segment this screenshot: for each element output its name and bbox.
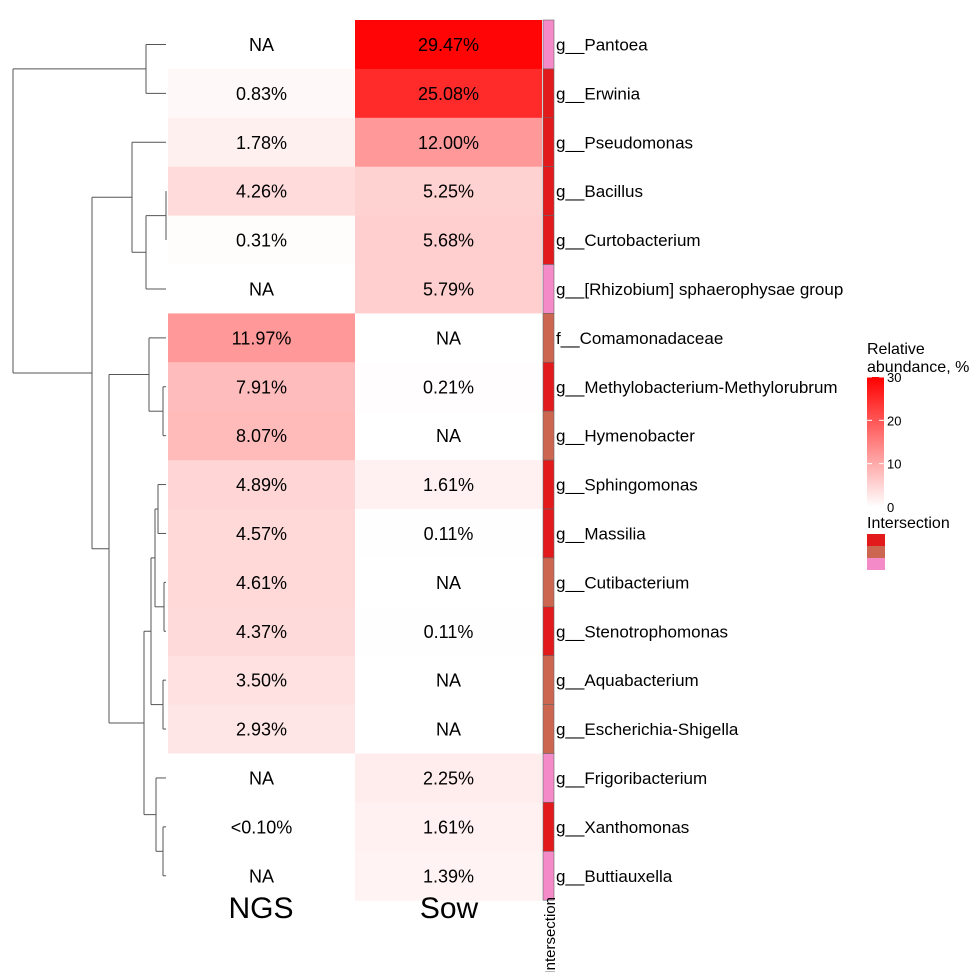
cell-label-ngs: NA	[249, 768, 274, 788]
cell-label-ngs: 1.78%	[236, 133, 287, 153]
row-label: g__Stenotrophomonas	[556, 622, 728, 641]
cell-label-ngs: NA	[249, 866, 274, 886]
legend-intersection-swatch	[867, 558, 885, 570]
cell-label-sow: 1.39%	[423, 866, 474, 886]
legend-color-bar	[867, 377, 884, 507]
intersection-cell	[543, 167, 554, 216]
row-label: g__Pseudomonas	[556, 133, 693, 152]
legend-tick-label: 0	[887, 500, 894, 515]
cell-label-sow: 2.25%	[423, 768, 474, 788]
cell-label-ngs: 3.50%	[236, 671, 287, 691]
cell-label-ngs: 4.26%	[236, 182, 287, 202]
column-label-sow: Sow	[420, 892, 479, 925]
intersection-cell	[543, 558, 554, 607]
intersection-cell	[543, 313, 554, 362]
cell-label-sow: 1.61%	[423, 475, 474, 495]
row-label: g__Pantoea	[556, 35, 648, 54]
intersection-cell	[543, 265, 554, 314]
legend: Relative abundance, % 0 10 20 30 Intersecti…	[867, 341, 969, 570]
cell-label-ngs: 8.07%	[236, 426, 287, 446]
heatmap-cells	[168, 20, 542, 901]
cell-label-sow: NA	[436, 426, 461, 446]
row-label: g__Hymenobacter	[556, 427, 695, 446]
intersection-cell	[543, 362, 554, 411]
cell-label-ngs: 11.97%	[232, 328, 292, 348]
intersection-cell	[543, 607, 554, 656]
cell-label-ngs: 0.31%	[236, 231, 287, 251]
cell-label-sow: NA	[436, 573, 461, 593]
row-label: g__Frigoribacterium	[556, 769, 707, 788]
cell-label-ngs: NA	[249, 279, 274, 299]
legend-tick-label: 10	[887, 457, 901, 472]
cell-label-sow: NA	[436, 671, 461, 691]
legend-tick-label: 30	[887, 370, 901, 385]
intersection-cell	[543, 69, 554, 118]
intersection-cell	[543, 20, 554, 69]
cell-label-ngs: NA	[249, 35, 274, 55]
cell-label-ngs: 4.61%	[236, 573, 287, 593]
legend-abundance-title-line1: Relative	[867, 341, 925, 358]
row-label: g__Curtobacterium	[556, 231, 701, 250]
cell-label-sow: 1.61%	[423, 817, 474, 837]
row-label: g__Sphingomonas	[556, 476, 698, 495]
intersection-cell	[543, 802, 554, 851]
row-labels: g__Pantoea g__Erwinia g__Pseudomonas g__Bac…	[556, 35, 843, 885]
cell-label-sow: 0.21%	[423, 377, 474, 397]
intersection-cell	[543, 216, 554, 265]
cell-label-ngs: 4.57%	[236, 524, 287, 544]
legend-tick-label: 20	[887, 413, 901, 428]
cell-label-ngs: 0.83%	[236, 84, 287, 104]
intersection-annotation	[543, 20, 554, 900]
row-label: g__Xanthomonas	[556, 818, 689, 837]
intersection-cell	[543, 509, 554, 558]
cell-label-ngs: <0.10%	[231, 817, 293, 837]
cell-label-sow: 12.00%	[418, 133, 479, 153]
cell-label-sow: 29.47%	[418, 35, 479, 55]
row-label: f__Comamonadaceae	[556, 329, 723, 348]
intersection-cell	[543, 656, 554, 705]
row-label: g__Massilia	[556, 524, 646, 543]
intersection-cell	[543, 460, 554, 509]
cell-label-sow: NA	[436, 328, 461, 348]
cell-label-ngs: 2.93%	[236, 720, 287, 740]
cell-label-sow: 0.11%	[424, 524, 474, 544]
cell-label-sow: 5.79%	[423, 279, 474, 299]
legend-abundance-title-line2: abundance, %	[867, 359, 969, 376]
row-label: g__Aquabacterium	[556, 671, 699, 690]
cell-label-sow: 5.68%	[423, 231, 474, 251]
row-label: g__Cutibacterium	[556, 573, 689, 592]
intersection-column-label: Intersection	[542, 897, 559, 972]
row-label: g__[Rhizobium] sphaerophysae group	[556, 280, 843, 299]
cell-label-sow: 5.25%	[423, 182, 474, 202]
row-dendrogram	[13, 44, 166, 875]
cell-label-ngs: 4.37%	[236, 622, 287, 642]
row-label: g__Bacillus	[556, 182, 643, 201]
row-label: g__Methylobacterium-Methylorubrum	[556, 378, 838, 397]
intersection-cell	[543, 851, 554, 900]
cell-label-sow: 0.11%	[424, 622, 474, 642]
cell-label-ngs: 7.91%	[236, 377, 287, 397]
legend-intersection-swatch	[867, 534, 885, 546]
legend-intersection-swatch	[867, 546, 885, 558]
intersection-cell	[543, 705, 554, 754]
intersection-cell	[543, 118, 554, 167]
column-label-ngs: NGS	[228, 892, 293, 925]
cell-label-sow: 25.08%	[418, 84, 479, 104]
intersection-cell	[543, 754, 554, 803]
intersection-cell	[543, 411, 554, 460]
cell-label-ngs: 4.89%	[236, 475, 287, 495]
row-label: g__Erwinia	[556, 84, 641, 103]
legend-intersection-title: Intersection	[867, 515, 950, 532]
row-label: g__Buttiauxella	[556, 867, 673, 886]
row-label: g__Escherichia-Shigella	[556, 720, 739, 739]
cell-label-sow: NA	[436, 720, 461, 740]
